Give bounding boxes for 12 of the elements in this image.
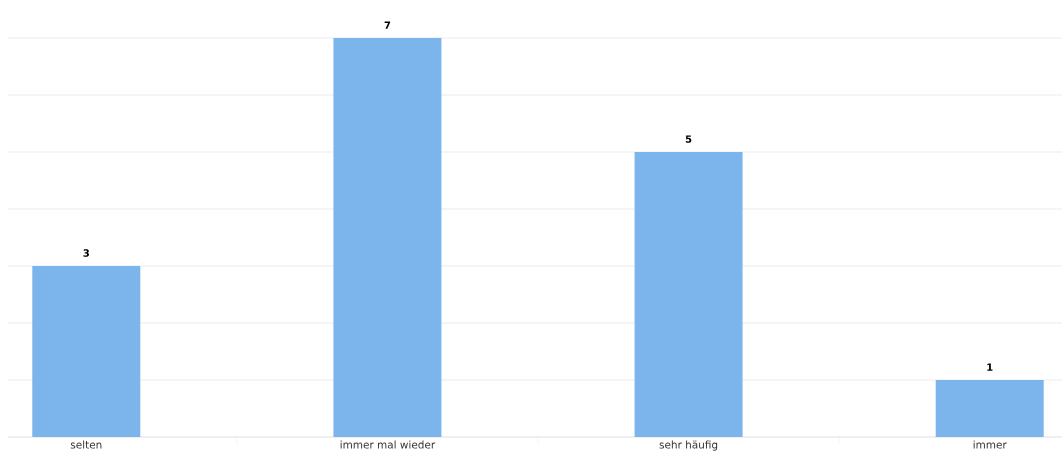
bar — [634, 152, 743, 437]
bar — [333, 38, 442, 437]
x-tick-label: immer mal wieder — [340, 440, 436, 449]
x-tick-label: sehr häufig — [659, 440, 718, 451]
x-tick-label: immer — [973, 440, 1007, 449]
data-label: 3 — [83, 249, 89, 257]
bar — [935, 380, 1044, 437]
data-label: 7 — [384, 21, 391, 29]
data-label: 5 — [685, 135, 692, 143]
bar — [32, 266, 141, 437]
x-tick-label: selten — [70, 440, 102, 449]
data-label: 1 — [987, 363, 993, 371]
